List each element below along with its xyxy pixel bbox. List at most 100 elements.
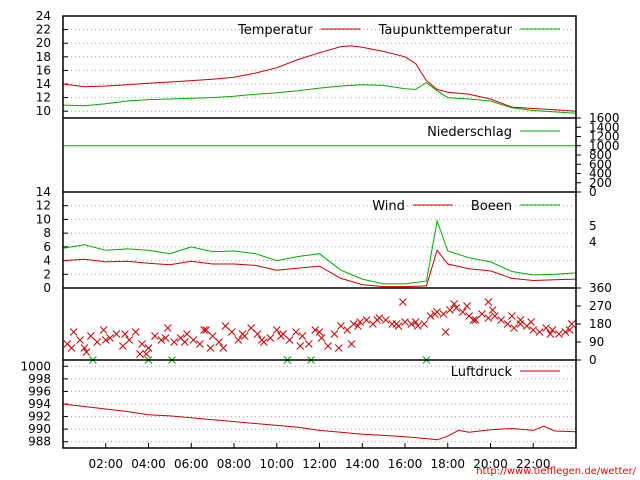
legend-label: Taupunkttemperatur — [378, 23, 513, 38]
direction-point — [163, 324, 172, 332]
direction-point — [247, 324, 255, 332]
direction-point — [334, 344, 343, 352]
y-tick-label: 1000 — [20, 359, 51, 373]
direction-point — [76, 336, 84, 344]
direction-point — [161, 334, 170, 342]
direction-point — [138, 340, 146, 348]
direction-point — [99, 326, 108, 334]
direction-point — [142, 350, 151, 358]
y-tick-label: 1600 — [589, 111, 620, 125]
direction-point — [311, 326, 320, 334]
direction-point — [484, 298, 493, 306]
y-tick-label: 270 — [589, 299, 612, 313]
direction-point — [535, 328, 544, 336]
y-tick-label: 0 — [43, 281, 51, 295]
y-tick-label: 0 — [589, 353, 597, 367]
direction-point — [106, 334, 114, 342]
direction-point — [215, 338, 223, 346]
direction-point — [450, 300, 459, 308]
direction-point — [546, 330, 555, 338]
x-tick-label: 02:00 — [88, 457, 123, 471]
direction-point — [151, 332, 159, 340]
series-line-1 — [62, 81, 577, 114]
direction-point — [431, 310, 439, 318]
x-tick-label: 08:00 — [217, 457, 252, 471]
x-tick-label: 12:00 — [302, 457, 337, 471]
x-tick-label: 06:00 — [174, 457, 209, 471]
direction-point — [317, 334, 326, 342]
y-tick-label: 990 — [28, 422, 51, 436]
y-tick-label: 180 — [589, 317, 612, 331]
y-tick-label: 400 — [589, 167, 612, 181]
legend-label: Temperatur — [237, 23, 313, 38]
direction-point — [478, 310, 486, 318]
y-tick-label: 22 — [36, 23, 51, 37]
direction-point — [362, 316, 371, 324]
direction-point — [441, 328, 450, 336]
y-tick-label: 16 — [36, 63, 51, 77]
direction-point — [347, 340, 356, 348]
direction-point — [253, 330, 262, 338]
direction-point — [121, 330, 129, 338]
direction-point — [567, 320, 576, 328]
direction-point — [131, 328, 140, 336]
direction-point — [118, 342, 127, 350]
direction-point — [298, 332, 307, 340]
direction-point — [330, 330, 339, 338]
direction-point — [508, 312, 516, 320]
y-tick-label: 4 — [43, 254, 51, 268]
direction-point — [555, 330, 563, 338]
y-tick-label: 14 — [36, 77, 51, 91]
direction-point — [401, 318, 409, 326]
direction-point — [510, 324, 518, 332]
y-tick-label: 90 — [589, 335, 604, 349]
x-tick-label: 10:00 — [259, 457, 294, 471]
x-tick-label: 18:00 — [430, 457, 465, 471]
y-tick-label: 6 — [43, 240, 51, 254]
y-tick-label: 1400 — [589, 120, 620, 134]
direction-point — [497, 316, 506, 324]
x-tick-label: 16:00 — [388, 457, 423, 471]
y-tick-label: 24 — [36, 9, 51, 23]
direction-point — [228, 328, 236, 336]
direction-point — [82, 348, 91, 356]
y-tick-label: 988 — [28, 435, 51, 449]
direction-point — [80, 344, 89, 352]
right-tick-label: 5 — [589, 219, 597, 233]
direction-point — [202, 326, 211, 334]
direction-point — [337, 322, 345, 330]
direction-point — [101, 336, 110, 344]
legend-label: Wind — [372, 199, 405, 214]
direction-point — [292, 328, 300, 336]
direction-point — [354, 322, 362, 330]
direction-point — [189, 336, 198, 344]
y-tick-label: 992 — [28, 410, 51, 424]
y-tick-label: 10 — [36, 212, 51, 226]
direction-point — [266, 334, 275, 342]
direction-point — [469, 316, 478, 324]
series-line-0 — [62, 45, 577, 112]
direction-point — [234, 336, 243, 344]
direction-point — [206, 344, 215, 352]
credit-link[interactable]: http://www.tiefflegen.de/wetter/ — [476, 466, 636, 477]
direction-point — [399, 298, 407, 306]
direction-point — [490, 312, 499, 320]
y-tick-label: 10 — [36, 104, 51, 118]
direction-point — [195, 340, 204, 348]
direction-point — [304, 340, 313, 348]
series-line-0 — [62, 249, 577, 288]
direction-point — [86, 332, 95, 340]
direction-point — [257, 336, 266, 344]
direction-point — [125, 336, 134, 344]
y-tick-label: 800 — [589, 148, 612, 162]
direction-point — [420, 320, 429, 328]
wind-direction-panel: 0 90 180 270 360 — [63, 281, 612, 367]
direction-point — [439, 310, 448, 318]
direction-point — [516, 320, 525, 328]
direction-point — [542, 324, 550, 332]
direction-point — [315, 328, 324, 336]
